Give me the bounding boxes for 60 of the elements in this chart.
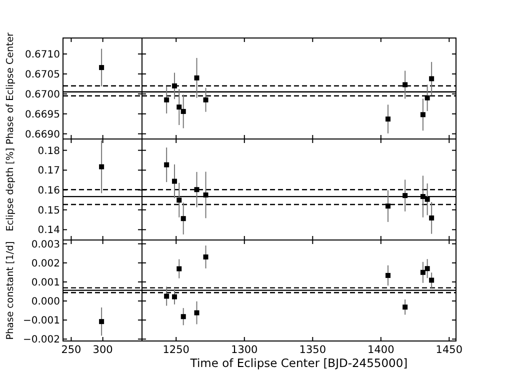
x-tick-label: 1250 (162, 344, 190, 356)
x-tick-label: 1300 (231, 344, 258, 356)
y-tick-label: 0.002 (31, 258, 60, 270)
y-tick-label: 0.14 (38, 225, 60, 236)
point (402, 82, 408, 88)
y-tick-label: 0.6700 (25, 89, 60, 100)
point (424, 196, 430, 202)
point (424, 266, 430, 272)
point (420, 194, 426, 200)
point (386, 272, 391, 278)
point (203, 254, 208, 260)
y-tick-label: 0.16 (38, 185, 60, 196)
y-tick-label: 0.6690 (25, 129, 60, 140)
x-tick-label: 250 (61, 344, 82, 356)
y-tick-label: 0.15 (38, 205, 60, 216)
point (176, 104, 182, 110)
point (402, 304, 408, 310)
point (420, 112, 426, 118)
y-axis-title: Phase of Eclipse Center (5, 32, 16, 144)
point (164, 162, 170, 168)
y-tick-label: 0.000 (31, 296, 60, 308)
point (429, 278, 434, 283)
point (176, 266, 182, 272)
point (194, 75, 200, 80)
y-axis-title: Eclipse depth [%] (5, 148, 16, 232)
point (180, 314, 186, 320)
point (420, 270, 426, 275)
point (194, 187, 200, 192)
y-axis-title: Phase constant [1/d] (5, 241, 16, 340)
point (172, 294, 177, 300)
point (176, 198, 182, 203)
x-tick-label: 1400 (368, 344, 394, 356)
point (180, 216, 186, 222)
x-axis-title: Time of Eclipse Center [BJD-2455000] (189, 356, 408, 370)
y-tick-label: 0.18 (38, 146, 60, 157)
y-tick-label: −0.001 (22, 316, 60, 327)
point (172, 178, 177, 184)
point (164, 294, 170, 299)
point (424, 95, 430, 100)
y-tick-label: 0.6710 (25, 49, 60, 60)
point (386, 116, 391, 122)
point (203, 192, 208, 198)
y-tick-label: −0.002 (22, 334, 60, 346)
x-tick-label: 1350 (299, 344, 326, 356)
point (386, 204, 391, 209)
x-tick-label: 1450 (436, 344, 463, 356)
point (172, 83, 177, 88)
y-tick-label: 0.17 (38, 166, 60, 177)
point (402, 193, 408, 198)
point (203, 97, 208, 102)
x-tick-label: 300 (92, 344, 113, 356)
point (164, 97, 170, 102)
y-tick-label: 0.003 (31, 239, 60, 250)
point (429, 215, 434, 220)
y-tick-label: 0.6705 (25, 69, 60, 80)
point (429, 76, 434, 82)
y-tick-label: 0.001 (31, 277, 60, 288)
y-tick-label: 0.6695 (25, 109, 60, 120)
point (194, 310, 200, 316)
point (180, 108, 186, 114)
